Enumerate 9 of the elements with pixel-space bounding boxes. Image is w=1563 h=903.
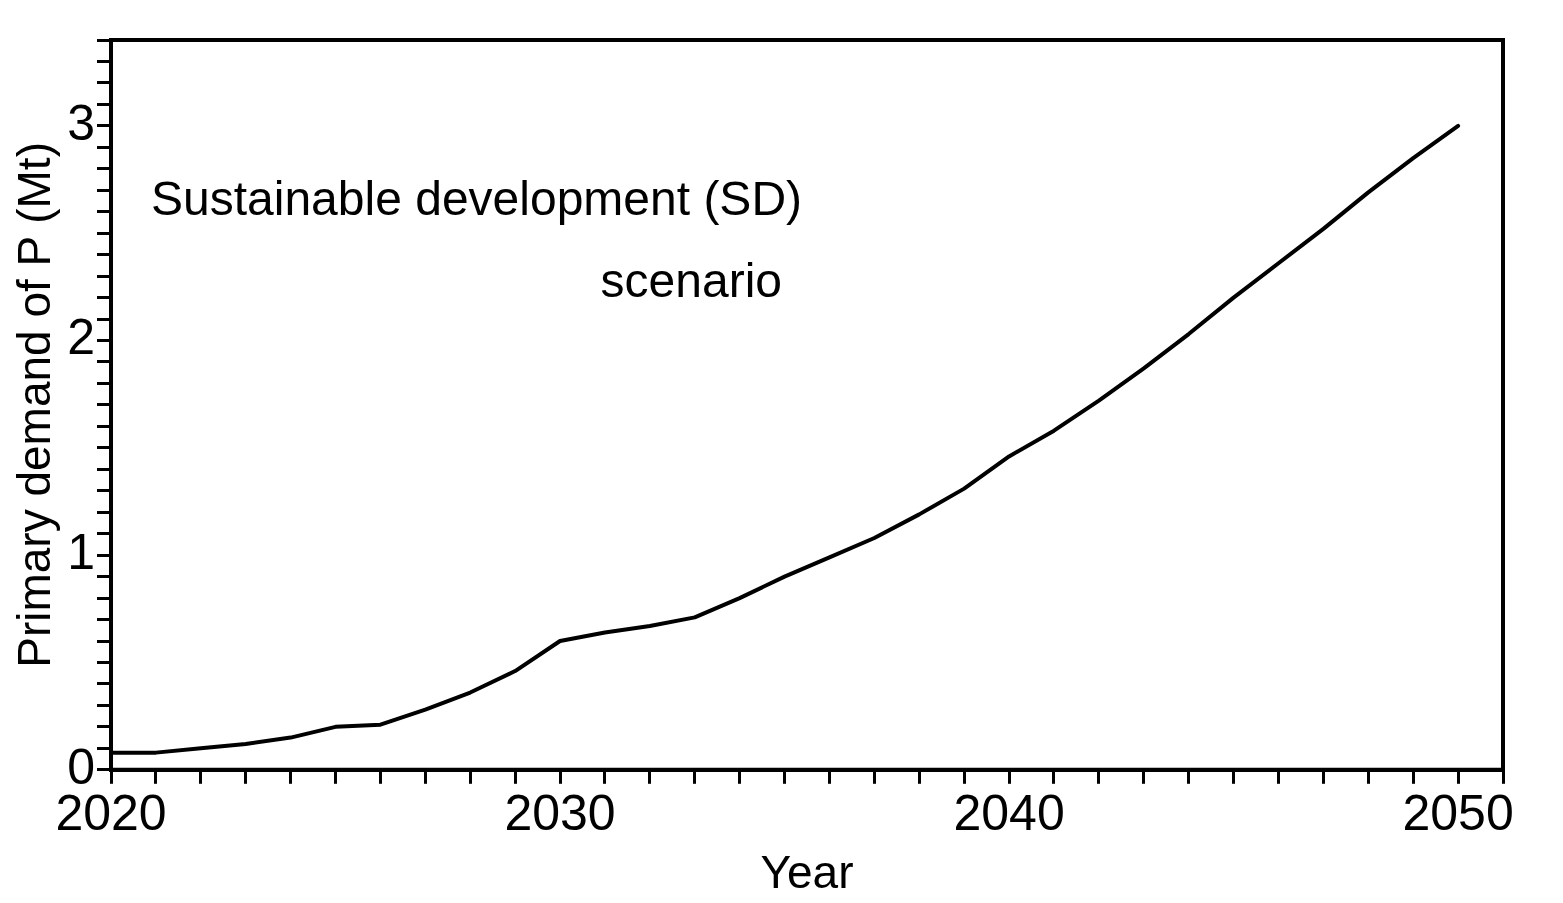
x-tick-label: 2030: [504, 784, 616, 841]
y-tick-label: 1: [67, 523, 96, 580]
y-tick-label: 3: [67, 94, 96, 151]
y-axis-title: Primary demand of P (Mt): [8, 142, 61, 668]
x-tick-label: 2050: [1402, 784, 1514, 841]
x-axis-title: Year: [760, 846, 854, 899]
x-tick-label: 2040: [953, 784, 1065, 841]
annotation: Sustainable development (SD) scenario: [151, 172, 803, 307]
y-tick-label: 2: [67, 309, 96, 366]
